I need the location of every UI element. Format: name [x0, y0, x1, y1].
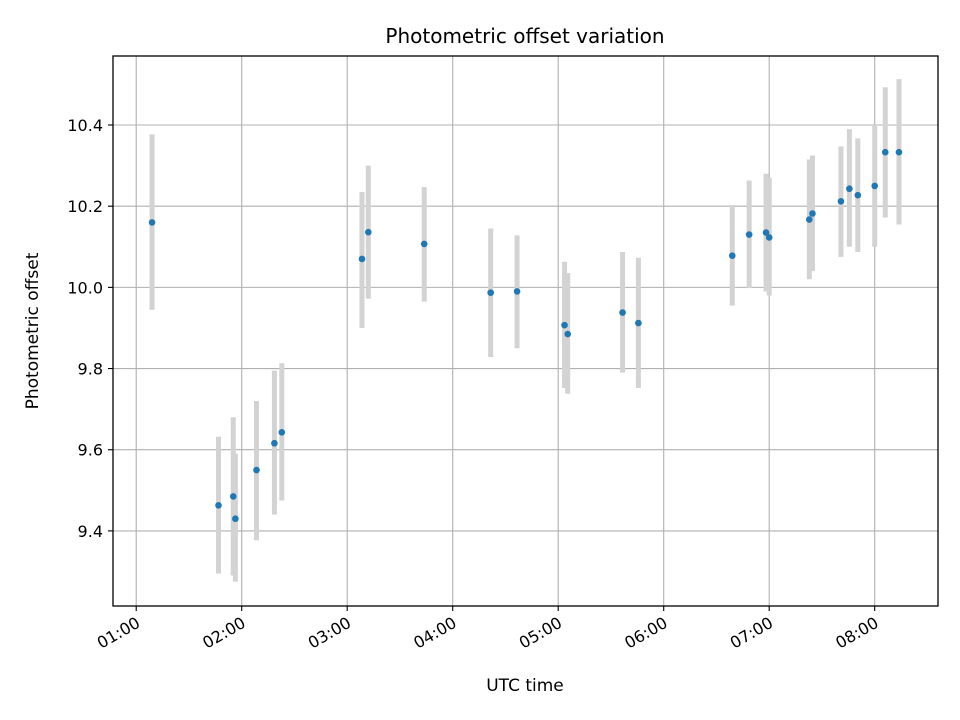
data-point	[635, 319, 642, 327]
data-point	[837, 198, 845, 205]
data-point	[854, 191, 862, 199]
data-point	[148, 219, 156, 226]
y-tick-label: 9.6	[78, 441, 103, 460]
y-tick-label: 10.4	[67, 116, 103, 135]
data-point	[564, 330, 571, 338]
data-point	[881, 148, 889, 156]
x-axis-title: UTC time	[486, 676, 564, 696]
data-point	[271, 439, 278, 447]
data-point	[871, 182, 879, 190]
data-points	[148, 148, 903, 523]
y-tick-label: 10.0	[67, 278, 103, 297]
data-point	[229, 493, 237, 500]
y-axis-ticks: 9.4 9.6 9.8 10.0 10.2 10.4	[67, 116, 113, 541]
y-tick-label: 9.8	[78, 360, 103, 379]
data-point	[745, 231, 753, 238]
y-tick-label: 10.2	[67, 197, 103, 216]
data-point	[895, 148, 903, 156]
data-point	[358, 255, 366, 263]
data-point	[215, 502, 222, 509]
data-point	[420, 240, 428, 248]
data-point	[846, 185, 853, 193]
grid-lines	[113, 56, 938, 606]
data-point	[278, 428, 286, 436]
chart-title: Photometric offset variation	[385, 24, 664, 48]
data-point	[619, 309, 626, 316]
data-point	[487, 289, 494, 296]
data-point	[805, 216, 813, 223]
data-point	[365, 228, 372, 236]
data-point	[513, 288, 521, 295]
data-point	[762, 229, 770, 236]
y-tick-label: 9.4	[78, 522, 103, 541]
data-point	[232, 515, 239, 523]
y-axis-title: Photometric offset	[23, 252, 43, 409]
data-point	[728, 252, 736, 260]
data-point	[765, 234, 773, 241]
data-point	[253, 466, 260, 474]
plot-frame	[112, 55, 939, 607]
data-point	[561, 321, 568, 329]
data-point	[809, 210, 816, 217]
